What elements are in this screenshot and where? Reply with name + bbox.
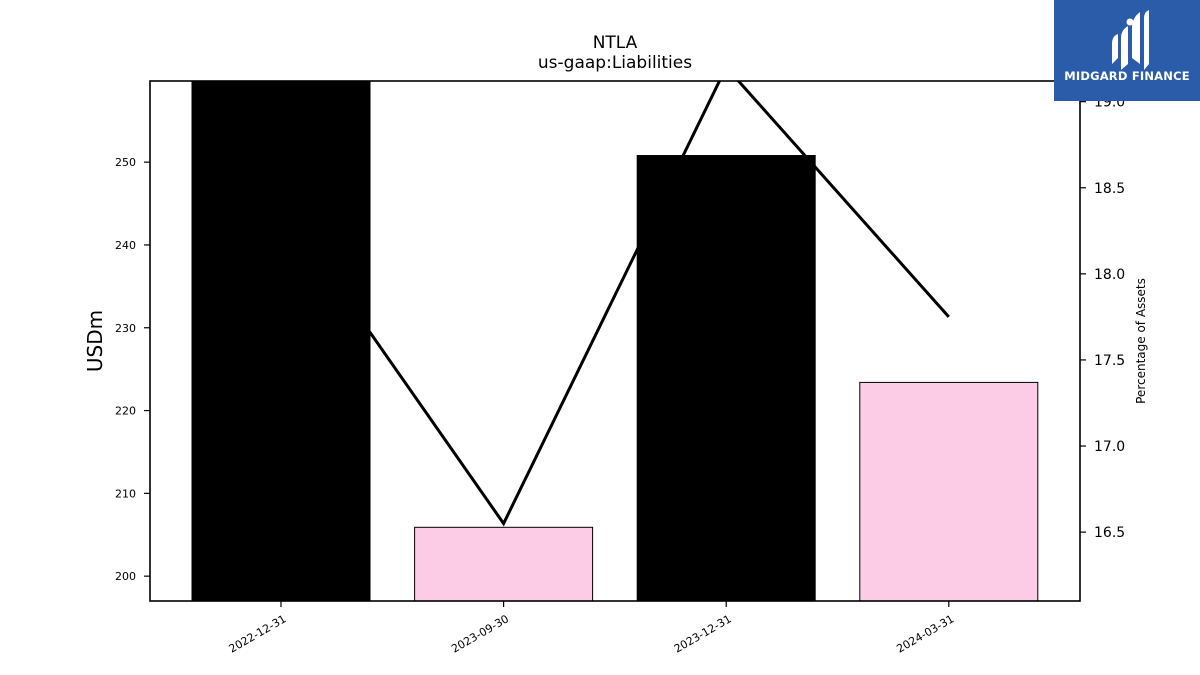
- x-tick-label: 2023-12-31: [672, 612, 734, 655]
- bar: [859, 381, 1039, 601]
- y2-tick-label: 18.5: [1094, 181, 1125, 197]
- x-axis: 2022-12-31 2023-09-30 2023-12-31 2024-03-31: [227, 601, 956, 656]
- y-tick-label: 240: [115, 239, 136, 252]
- y2-axis: 16.517.017.518.018.519.0: [1080, 95, 1125, 541]
- midgard-logo-icon: [1112, 10, 1149, 70]
- y2-tick-label: 17.0: [1094, 439, 1125, 455]
- bar-series: [191, 81, 1039, 601]
- plot-frame: [149, 80, 1081, 602]
- x-tick-label: 2023-09-30: [449, 612, 511, 655]
- bar: [191, 81, 371, 601]
- bar: [414, 526, 594, 601]
- y2-tick-label: 17.5: [1094, 353, 1125, 369]
- line-path: [279, 81, 950, 527]
- y2-tick-label: 18.0: [1094, 267, 1125, 283]
- y2-tick-label: 16.5: [1094, 525, 1125, 541]
- chart-subtitle: us-gaap:Liabilities: [538, 53, 692, 73]
- bar: [636, 155, 816, 601]
- line-series: [279, 81, 950, 527]
- y-tick-label: 210: [115, 487, 136, 500]
- y2-axis-label: Percentage of Assets: [1134, 278, 1148, 404]
- y-axis: 200 210 220 230 240 250: [115, 156, 150, 583]
- brand-logo: MIDGARD FINANCE: [1054, 0, 1200, 101]
- brand-name: MIDGARD FINANCE: [1064, 69, 1190, 83]
- x-tick-label: 2024-03-31: [894, 612, 956, 655]
- y-tick-label: 220: [115, 405, 136, 418]
- x-tick-label: 2022-12-31: [227, 612, 289, 655]
- y-tick-label: 200: [115, 570, 136, 583]
- y-tick-label: 250: [115, 156, 136, 169]
- chart-title: NTLA: [593, 33, 638, 53]
- y-tick-label: 230: [115, 322, 136, 335]
- y-axis-label: USDm: [83, 310, 107, 372]
